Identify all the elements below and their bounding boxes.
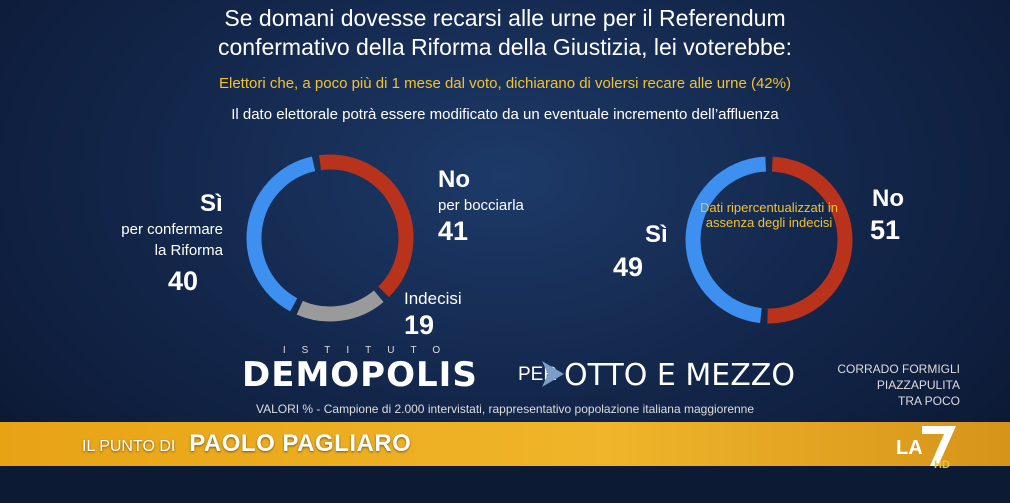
band-name: PAOLO PAGLIARO — [189, 430, 412, 457]
title-line-1: Se domani dovesse recarsi alle urne per … — [224, 5, 786, 31]
svg-text:LA: LA — [896, 437, 923, 459]
bottom-bar — [0, 466, 1010, 503]
logo-otto-e-mezzo: OTTO E MEZZO — [564, 358, 795, 393]
arrow-icon — [542, 361, 564, 387]
subtitle-voters: Elettori che, a poco più di 1 mese dal v… — [219, 75, 791, 92]
label-indecisi: Indecisi — [404, 289, 462, 308]
donut-chart-right — [685, 156, 853, 324]
value-indecisi: 19 — [404, 310, 435, 340]
donut-slice-indecisi — [296, 290, 384, 322]
label-si-sub1: per confermare — [121, 221, 223, 238]
logo-demopolis: DEMOPOLIS — [242, 355, 478, 395]
band-prefix: IL PUNTO DI — [82, 438, 176, 455]
donut-chart-left — [246, 154, 414, 322]
svg-text:HD: HD — [934, 459, 950, 471]
value-si: 40 — [168, 266, 199, 296]
logo-istituto: ISTITUTO — [282, 345, 457, 356]
donut-slice-s — [246, 156, 316, 312]
subtitle-note: Il dato elettorale potrà essere modifica… — [231, 106, 779, 123]
donut-slice-no — [319, 154, 414, 298]
title-line-2: confermativo della Riforma della Giustiz… — [218, 34, 792, 60]
center-note: Dati ripercentualizzati in assenza degli… — [699, 200, 838, 230]
chart-title: Se domani dovesse recarsi alle urne per … — [0, 4, 1010, 62]
label-si-sub2: la Riforma — [154, 242, 223, 259]
label-no-sub: per bocciarla — [438, 197, 524, 214]
side-info-line2: PIAZZAPULITA — [876, 378, 960, 392]
demopolis-logo: ISTITUTO DEMOPOLIS PER OTTO E MEZZO — [242, 345, 802, 395]
label-right-si: Sì — [645, 221, 668, 248]
label-si: Sì — [200, 190, 223, 217]
lower-third-band — [0, 422, 1010, 466]
donut-slice-no — [767, 156, 853, 324]
value-right-si: 49 — [613, 252, 644, 282]
value-right-no: 51 — [870, 215, 901, 245]
side-info-line3: TRA POCO — [897, 394, 960, 408]
la7-logo: LA HD — [896, 426, 956, 471]
side-info: CORRADO FORMIGLI PIAZZAPULITA TRA POCO — [837, 361, 960, 409]
label-no: No — [438, 166, 470, 193]
value-no: 41 — [438, 216, 469, 246]
lower-third-text: IL PUNTO DI PAOLO PAGLIARO — [82, 430, 411, 458]
footnote: VALORI % - Campione di 2.000 intervistat… — [255, 402, 755, 416]
label-right-no: No — [872, 185, 904, 212]
donut-slice-s — [685, 156, 767, 324]
side-info-line1: CORRADO FORMIGLI — [837, 362, 960, 376]
